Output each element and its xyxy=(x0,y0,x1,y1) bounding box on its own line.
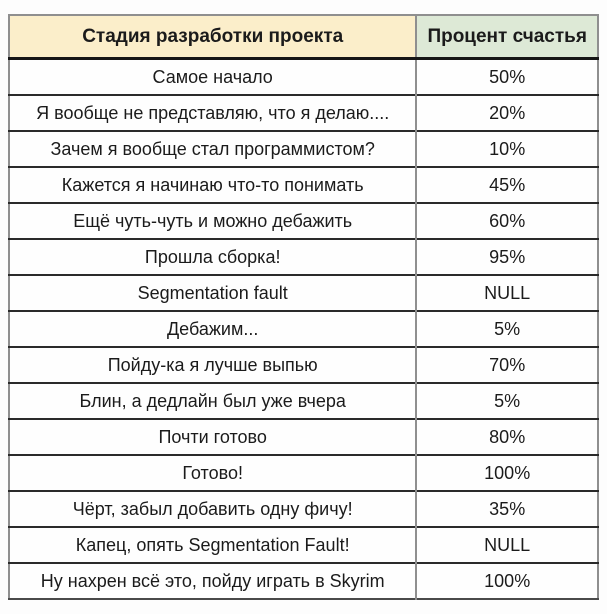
percent-cell: 95% xyxy=(415,238,598,275)
percent-cell: 70% xyxy=(415,346,598,383)
stage-cell: Прошла сборка! xyxy=(9,238,417,275)
table-row: Ну нахрен всё это, пойду играть в Skyrim… xyxy=(9,562,598,599)
stage-cell: Ещё чуть-чуть и можно дебажить xyxy=(9,202,417,239)
percent-cell: 80% xyxy=(415,418,598,455)
percent-cell: 5% xyxy=(415,382,598,419)
percent-cell: 5% xyxy=(415,310,598,347)
header-row: Стадия разработки проекта Процент счасть… xyxy=(9,15,598,60)
table-body: Самое начало 50% Я вообще не представляю… xyxy=(9,58,598,599)
table-row: Блин, а дедлайн был уже вчера 5% xyxy=(9,382,598,419)
stage-cell: Дебажим... xyxy=(9,310,417,347)
table-row: Зачем я вообще стал программистом? 10% xyxy=(9,130,598,167)
header-stage: Стадия разработки проекта xyxy=(9,15,417,60)
table-row: Дебажим... 5% xyxy=(9,310,598,347)
percent-cell: 35% xyxy=(415,490,598,527)
table-row: Пойду-ка я лучше выпью 70% xyxy=(9,346,598,383)
stage-cell: Я вообще не представляю, что я делаю.... xyxy=(9,94,417,131)
stage-cell: Зачем я вообще стал программистом? xyxy=(9,130,417,167)
table-row: Прошла сборка! 95% xyxy=(9,238,598,275)
stage-cell: Кажется я начинаю что-то понимать xyxy=(9,166,417,203)
stage-cell: Чёрт, забыл добавить одну фичу! xyxy=(9,490,417,527)
stage-cell: Блин, а дедлайн был уже вчера xyxy=(9,382,417,419)
stage-cell: Капец, опять Segmentation Fault! xyxy=(9,526,417,563)
stage-cell: Пойду-ка я лучше выпью xyxy=(9,346,417,383)
stage-cell: Почти готово xyxy=(9,418,417,455)
percent-cell: NULL xyxy=(415,274,598,311)
header-percent: Процент счастья xyxy=(415,15,598,60)
stage-cell: Готово! xyxy=(9,454,417,491)
table-row: Кажется я начинаю что-то понимать 45% xyxy=(9,166,598,203)
percent-cell: 20% xyxy=(415,94,598,131)
percent-cell: NULL xyxy=(415,526,598,563)
percent-cell: 50% xyxy=(415,58,598,95)
table-row: Готово! 100% xyxy=(9,454,598,491)
percent-cell: 100% xyxy=(415,454,598,491)
table-row: Чёрт, забыл добавить одну фичу! 35% xyxy=(9,490,598,527)
table-row: Segmentation fault NULL xyxy=(9,274,598,311)
percent-cell: 100% xyxy=(415,562,598,599)
table-row: Почти готово 80% xyxy=(9,418,598,455)
table-row: Самое начало 50% xyxy=(9,58,598,95)
table-row: Ещё чуть-чуть и можно дебажить 60% xyxy=(9,202,598,239)
happiness-table: Стадия разработки проекта Процент счасть… xyxy=(8,14,599,600)
table-row: Я вообще не представляю, что я делаю....… xyxy=(9,94,598,131)
percent-cell: 10% xyxy=(415,130,598,167)
percent-cell: 60% xyxy=(415,202,598,239)
percent-cell: 45% xyxy=(415,166,598,203)
table-row: Капец, опять Segmentation Fault! NULL xyxy=(9,526,598,563)
stage-cell: Самое начало xyxy=(9,58,417,95)
stage-cell: Ну нахрен всё это, пойду играть в Skyrim xyxy=(9,562,417,599)
stage-cell: Segmentation fault xyxy=(9,274,417,311)
